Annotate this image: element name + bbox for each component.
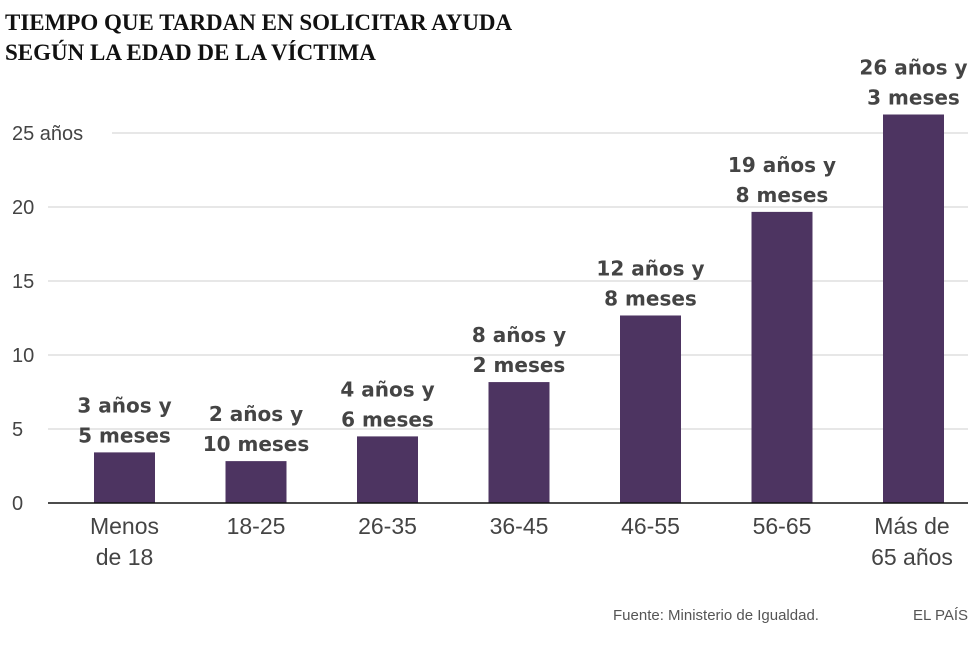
bar — [225, 461, 287, 503]
data-label: 10 meses — [203, 432, 310, 456]
bars — [94, 114, 944, 503]
chart-title-line-1: TIEMPO QUE TARDAN EN SOLICITAR AYUDA — [5, 10, 513, 35]
y-tick-label: 25 años — [12, 123, 83, 145]
chart-title-line-2: SEGÚN LA EDAD DE LA VÍCTIMA — [5, 40, 376, 65]
data-label: 8 años y — [472, 323, 566, 347]
chart-title: TIEMPO QUE TARDAN EN SOLICITAR AYUDA SEGÚ… — [5, 10, 513, 65]
x-tick-label: 56-65 — [753, 513, 812, 539]
data-label: 2 años y — [209, 402, 303, 426]
y-tick-label: 5 — [12, 419, 23, 441]
data-label: 3 meses — [867, 86, 960, 110]
x-tick-label: Menos — [90, 513, 159, 539]
bar — [488, 382, 550, 503]
data-label: 3 años y — [77, 393, 171, 417]
bar — [883, 114, 944, 503]
bar — [620, 315, 681, 503]
bar — [357, 436, 418, 503]
x-tick-label: 65 años — [871, 544, 953, 570]
x-tick-label: 46-55 — [621, 513, 680, 539]
data-labels: 3 años y 5 meses 2 años y 10 meses 4 años y 6… — [77, 56, 967, 457]
x-tick-label: 26-35 — [358, 513, 417, 539]
y-tick-label: 10 — [12, 345, 34, 367]
x-tick-label: de 18 — [96, 544, 154, 570]
data-label: 19 años y — [728, 153, 836, 177]
gridlines — [48, 132, 968, 430]
x-tick-label: 36-45 — [490, 513, 549, 539]
y-tick-label: 0 — [12, 493, 23, 515]
bar — [94, 452, 155, 503]
y-tick-label: 20 — [12, 197, 34, 219]
data-label: 12 años y — [596, 256, 704, 280]
data-label: 6 meses — [341, 407, 434, 431]
x-tick-label: 18-25 — [227, 513, 286, 539]
brand-logo: EL PAÍS — [913, 607, 968, 624]
x-axis-ticks: Menos de 18 18-25 26-35 36-45 46-55 56-65 Más d… — [90, 513, 953, 570]
x-tick-label: Más de — [874, 513, 949, 539]
source-note: Fuente: Ministerio de Igualdad. — [613, 607, 819, 624]
data-label: 2 meses — [473, 353, 566, 377]
data-label: 26 años y — [859, 56, 967, 80]
data-label: 8 meses — [604, 286, 697, 310]
y-tick-label: 15 — [12, 271, 34, 293]
y-axis-ticks: 0 5 10 15 20 25 años — [12, 123, 83, 515]
data-label: 5 meses — [78, 423, 171, 447]
bar — [751, 211, 813, 503]
data-label: 4 años y — [340, 377, 434, 401]
data-label: 8 meses — [736, 183, 829, 207]
